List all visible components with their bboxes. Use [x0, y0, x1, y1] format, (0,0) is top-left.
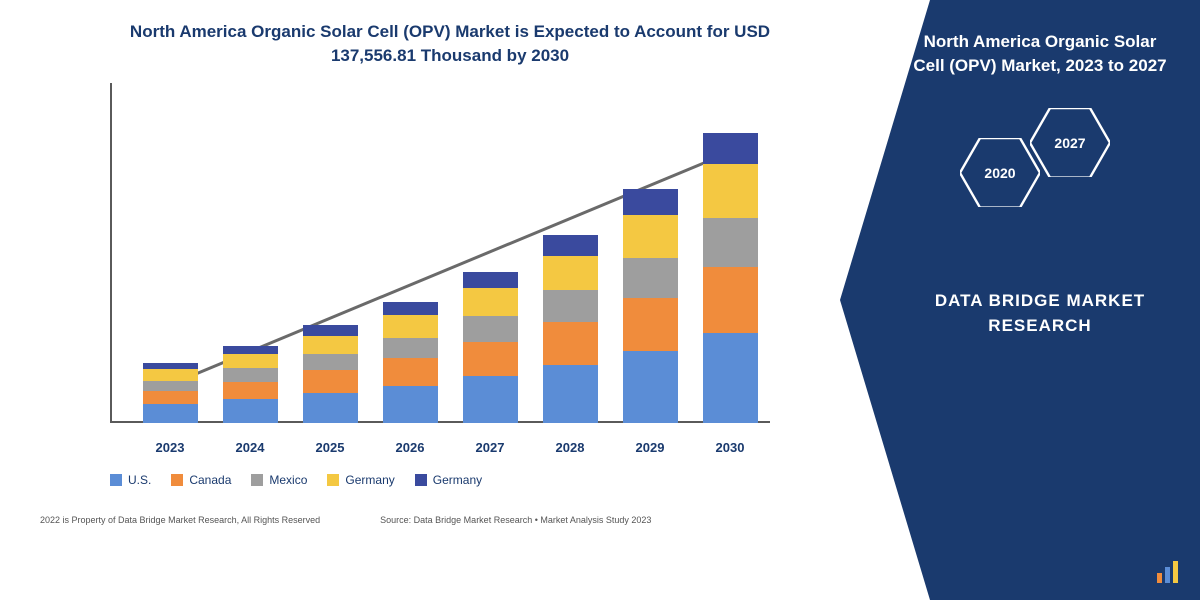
legend-item: Mexico: [251, 473, 307, 487]
y-axis: [110, 83, 112, 423]
chart-area: 2023 2024 2025 2026 2027 2028 2029 2030: [110, 83, 790, 463]
bar-segment: [543, 322, 598, 365]
bar-segment: [383, 358, 438, 386]
x-tick-label: 2030: [700, 440, 760, 455]
legend-swatch: [327, 474, 339, 486]
legend-swatch: [171, 474, 183, 486]
hex-year-start: 2020: [960, 138, 1040, 208]
legend-label: Mexico: [269, 473, 307, 487]
chart-title: North America Organic Solar Cell (OPV) M…: [100, 20, 800, 68]
bar-segment: [703, 218, 758, 267]
bar-group: [460, 272, 520, 423]
bar: [143, 363, 198, 422]
bar-segment: [463, 272, 518, 288]
bar-segment: [223, 354, 278, 368]
bar-group: [220, 346, 280, 423]
x-tick-label: 2023: [140, 440, 200, 455]
legend-swatch: [415, 474, 427, 486]
bar: [303, 325, 358, 422]
footer-left: 2022 is Property of Data Bridge Market R…: [40, 515, 320, 525]
legend: U.S. Canada Mexico Germany Germany: [110, 473, 800, 487]
bar-group: [620, 189, 680, 423]
x-axis-labels: 2023 2024 2025 2026 2027 2028 2029 2030: [130, 440, 770, 455]
bar-segment: [463, 342, 518, 377]
bar-segment: [223, 382, 278, 399]
x-tick-label: 2024: [220, 440, 280, 455]
bar-segment: [543, 256, 598, 291]
bar-segment: [303, 325, 358, 335]
legend-swatch: [251, 474, 263, 486]
bar-segment: [623, 351, 678, 423]
x-tick-label: 2026: [380, 440, 440, 455]
bar-segment: [463, 316, 518, 342]
bar-segment: [463, 288, 518, 316]
brand-name: DATA BRIDGE MARKET RESEARCH: [910, 288, 1170, 339]
legend-item: U.S.: [110, 473, 151, 487]
legend-label: Germany: [345, 473, 394, 487]
footer-right: Source: Data Bridge Market Research • Ma…: [380, 515, 651, 525]
brand-line1: DATA BRIDGE MARKET: [910, 288, 1170, 314]
bar-group: [380, 302, 440, 423]
bar-segment: [143, 404, 198, 422]
bar: [463, 272, 518, 423]
logo-icon: [1155, 555, 1185, 585]
bar-segment: [303, 370, 358, 393]
bar-segment: [303, 393, 358, 423]
bar-group: [300, 325, 360, 422]
bar-segment: [703, 133, 758, 165]
bar-segment: [223, 368, 278, 381]
hex-year-badges: 2020 2027: [940, 98, 1140, 248]
footer-notes: 2022 is Property of Data Bridge Market R…: [40, 515, 800, 525]
legend-label: Canada: [189, 473, 231, 487]
bar-segment: [543, 235, 598, 255]
brand-line2: RESEARCH: [910, 313, 1170, 339]
legend-item: Germany: [327, 473, 394, 487]
hex-year-end-label: 2027: [1054, 135, 1085, 151]
bar: [703, 133, 758, 423]
bar: [623, 189, 678, 423]
right-panel: North America Organic Solar Cell (OPV) M…: [840, 0, 1200, 600]
bar-segment: [143, 369, 198, 380]
hex-year-end: 2027: [1030, 108, 1110, 178]
x-tick-label: 2025: [300, 440, 360, 455]
x-tick-label: 2027: [460, 440, 520, 455]
legend-item: Germany: [415, 473, 482, 487]
bar-segment: [703, 267, 758, 334]
bar-segment: [223, 346, 278, 354]
hex-year-start-label: 2020: [984, 165, 1015, 181]
bar-group: [700, 133, 760, 423]
bar-segment: [703, 164, 758, 217]
chart-panel: North America Organic Solar Cell (OPV) M…: [0, 0, 840, 600]
bar-segment: [143, 391, 198, 404]
bar-segment: [223, 399, 278, 423]
bar-group: [140, 363, 200, 422]
bar: [543, 235, 598, 422]
bar-segment: [383, 338, 438, 358]
legend-label: U.S.: [128, 473, 151, 487]
legend-swatch: [110, 474, 122, 486]
bar-segment: [703, 333, 758, 422]
bar-segment: [623, 189, 678, 215]
bar-segment: [623, 258, 678, 298]
bar: [383, 302, 438, 423]
bar-segment: [303, 354, 358, 370]
bar-segment: [383, 386, 438, 423]
bar-segment: [623, 215, 678, 258]
bar-segment: [143, 381, 198, 391]
legend-item: Canada: [171, 473, 231, 487]
right-panel-title: North America Organic Solar Cell (OPV) M…: [910, 30, 1170, 78]
bar-segment: [463, 376, 518, 422]
bar-segment: [543, 365, 598, 422]
bar-segment: [383, 302, 438, 315]
bars-container: [130, 133, 770, 423]
x-tick-label: 2028: [540, 440, 600, 455]
bar-segment: [543, 290, 598, 322]
legend-label: Germany: [433, 473, 482, 487]
bar-group: [540, 235, 600, 422]
x-tick-label: 2029: [620, 440, 680, 455]
bar-segment: [303, 336, 358, 354]
bar: [223, 346, 278, 423]
bar-segment: [383, 315, 438, 338]
bar-segment: [623, 298, 678, 351]
